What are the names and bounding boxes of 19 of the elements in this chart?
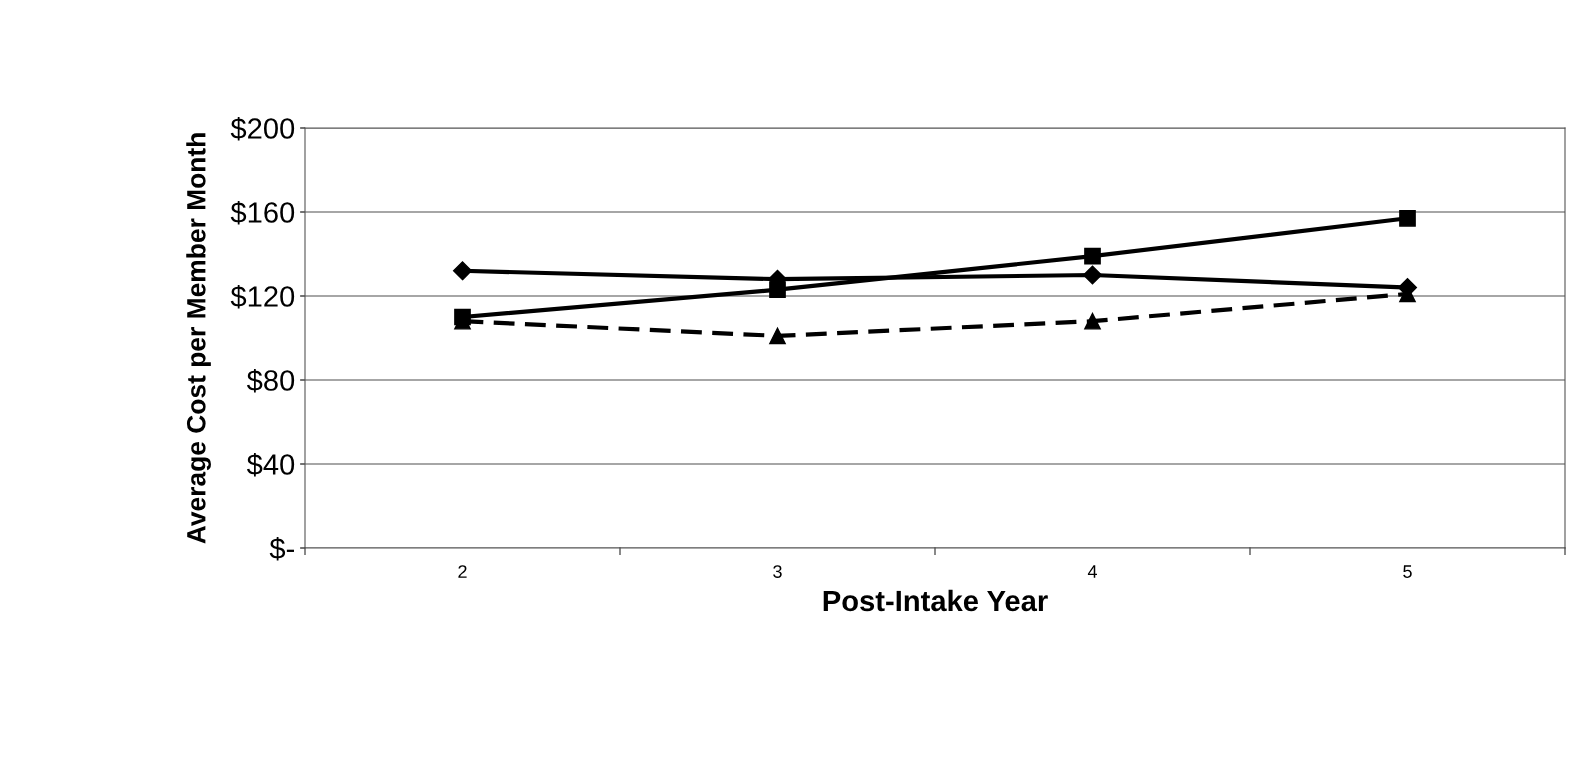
x-tick-label: 3 [773, 565, 782, 578]
y-tick-label: $200 [230, 116, 295, 141]
y-tick-label: $80 [246, 368, 295, 393]
y-tick-label: $120 [230, 284, 295, 309]
y-axis-title: Average Cost per Member Month [186, 133, 211, 544]
point [769, 327, 786, 345]
y-tick-label: $40 [246, 452, 295, 477]
point [1399, 209, 1416, 227]
point [452, 261, 473, 281]
x-tick-label: 2 [458, 565, 467, 578]
x-tick-label: 5 [1403, 565, 1412, 578]
point [769, 281, 786, 299]
x-axis-title: Post-Intake Year [823, 589, 1048, 612]
point [1084, 312, 1101, 330]
point [1082, 265, 1103, 285]
y-tick-label: $- [269, 536, 294, 561]
point [1084, 247, 1101, 265]
x-tick-label: 4 [1087, 565, 1097, 578]
y-tick-label: $160 [230, 200, 295, 225]
